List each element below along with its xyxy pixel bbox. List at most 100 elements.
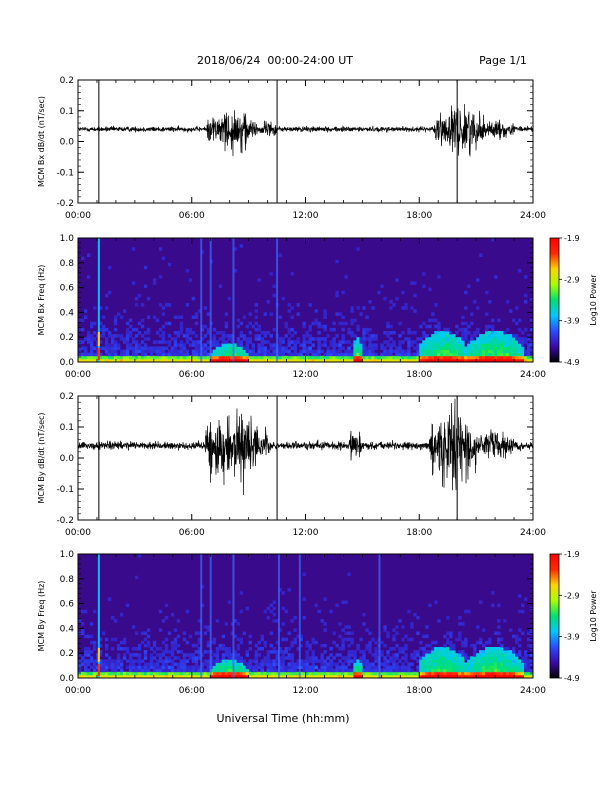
spectrogram-cell [179, 355, 184, 360]
spectrogram-cell [521, 343, 525, 347]
spectrogram-cell [320, 643, 324, 648]
spectrogram-cell [446, 340, 450, 344]
spectrogram-cell [389, 331, 393, 335]
spectrogram-cell [356, 352, 360, 357]
spectrogram-cell [200, 324, 205, 329]
spectrogram-cell [125, 340, 130, 344]
spectrogram-cell [347, 355, 351, 360]
spectrogram-cell [527, 637, 531, 642]
spectrogram-cell [224, 349, 229, 354]
spectrogram-cell [158, 340, 163, 344]
spectrogram-cell [215, 331, 220, 335]
spectrogram-cell [188, 674, 193, 679]
spectrogram-cell [98, 321, 103, 326]
spectrogram-cell [314, 665, 318, 670]
spectrogram-cell [179, 343, 184, 347]
spectrogram-cell [359, 668, 363, 673]
spectrogram-cell [260, 358, 264, 363]
spectrogram-cell [287, 653, 291, 657]
spectrogram-cell [440, 337, 444, 341]
spectrogram-cell [188, 343, 193, 347]
spectrogram-cell [446, 637, 450, 642]
spectrogram-cell [122, 671, 127, 676]
spectrogram-cell [464, 665, 468, 670]
spectrogram-cell [437, 352, 441, 357]
spectrogram-cell [491, 650, 495, 654]
spectrogram-cell [452, 643, 456, 648]
spectrogram-cell [341, 327, 345, 332]
spectrogram-cell [257, 349, 261, 354]
spectrogram-cell [485, 665, 489, 670]
spectrogram-cell [491, 603, 495, 608]
spectrogram-cell [407, 349, 411, 354]
spectrogram-cell [389, 674, 393, 679]
spectrogram-cell [488, 650, 492, 654]
spectrogram-cell [446, 337, 450, 341]
spectrogram-cell [290, 355, 294, 360]
spectrogram-cell [485, 674, 489, 679]
spectrogram-cell [272, 612, 276, 617]
spectrogram-cell [158, 303, 163, 307]
spectrogram-cell [434, 303, 438, 307]
spectrogram-cell [347, 659, 351, 663]
spectrogram-cell [134, 653, 139, 657]
spectrogram-cell [494, 647, 498, 651]
spectrogram-cell [332, 671, 336, 676]
spectrogram-cell [341, 315, 345, 319]
spectrogram-cell [389, 656, 393, 660]
spectrogram-cell [446, 647, 450, 651]
spectrogram-cell [86, 331, 91, 335]
spectrogram-cell [407, 665, 411, 670]
spectrogram-cell [392, 349, 396, 354]
spectrogram-cell [404, 349, 408, 354]
spectrogram-cell [251, 665, 256, 670]
spectrogram-cell [260, 331, 264, 335]
colorbar-tick-label: -2.9 [564, 275, 580, 284]
spectrogram-cell [482, 662, 486, 666]
spectrogram-cell [518, 662, 522, 666]
spectrogram-cell [323, 671, 327, 676]
spectrogram-cell [206, 662, 211, 666]
spectrogram-cell [173, 343, 178, 347]
spectrogram-cell [401, 671, 405, 676]
spectrogram-cell [110, 671, 115, 676]
spectrogram-cell [233, 346, 238, 350]
spectrogram-cell [497, 668, 501, 673]
spectrogram-cell [236, 349, 241, 354]
spectrogram-cell [401, 306, 405, 310]
dbdt-trace [77, 398, 534, 496]
spectrogram-cell [86, 653, 91, 657]
spectrogram-cell [392, 647, 396, 651]
spectrogram-cell [347, 662, 351, 666]
trace-group [77, 80, 534, 203]
spectrogram-cell [122, 637, 127, 642]
spectrogram-cell [287, 303, 291, 307]
spectrogram-cell [323, 597, 327, 601]
spectrogram-cell [497, 337, 501, 341]
spectrogram-cell [314, 321, 318, 326]
spectrogram-cell [182, 674, 187, 679]
spectrogram-cell [185, 609, 190, 614]
spectrogram-cell [494, 275, 498, 279]
spectrogram-cell [215, 668, 220, 673]
spectrogram-cell [494, 337, 498, 341]
broadband-line [378, 554, 381, 678]
spectrogram-cell [173, 315, 178, 319]
spectrogram-cell [224, 653, 229, 657]
spectrogram-cell [170, 352, 175, 357]
spectrogram-cell [272, 355, 276, 360]
spectrogram-cell [482, 659, 486, 663]
spectrogram-cell [308, 337, 312, 341]
spectrogram-cell [365, 628, 369, 632]
spectrogram-cell [371, 671, 375, 676]
spectrogram-cell [356, 668, 360, 673]
spectrogram-cell [491, 647, 495, 651]
spectrogram-cell [410, 662, 414, 666]
spectrogram-cell [200, 337, 205, 341]
header-date-range: 2018/06/24 00:00-24:00 UT [197, 54, 353, 67]
spectrogram-cell [287, 352, 291, 357]
spectrogram-cell [257, 334, 261, 338]
spectrogram-cell [101, 665, 106, 670]
spectrogram-cell [398, 355, 402, 360]
spectrogram-cell [398, 340, 402, 344]
